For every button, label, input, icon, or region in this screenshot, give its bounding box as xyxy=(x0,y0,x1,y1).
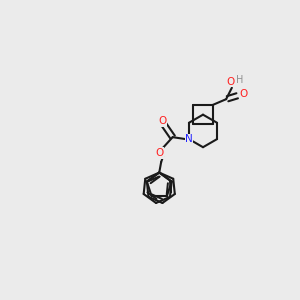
Text: O: O xyxy=(159,116,167,127)
Text: O: O xyxy=(240,89,248,100)
Text: N: N xyxy=(185,134,193,144)
Text: O: O xyxy=(226,77,235,87)
Text: H: H xyxy=(236,75,244,85)
Text: O: O xyxy=(155,148,164,158)
